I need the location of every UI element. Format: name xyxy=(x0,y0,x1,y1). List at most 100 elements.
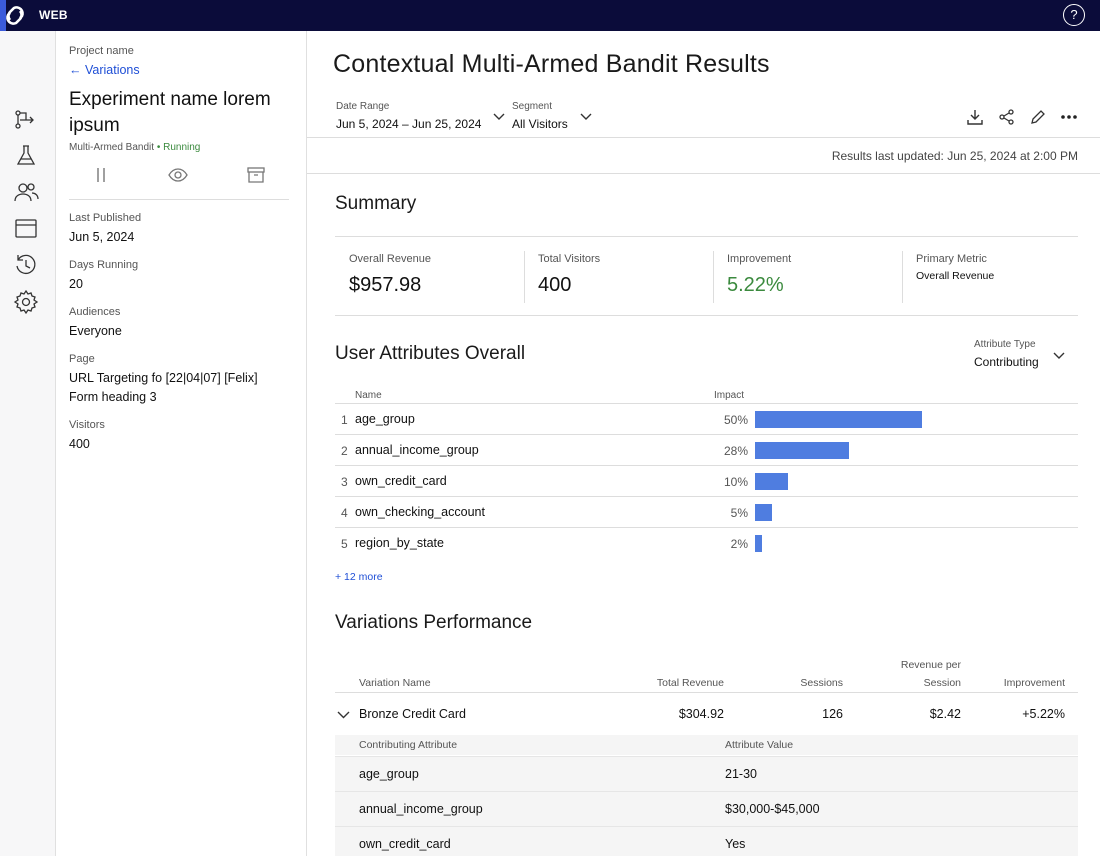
summary-card-visitors: Total Visitors 400 xyxy=(524,237,713,317)
chevron-down-icon[interactable] xyxy=(580,113,592,121)
card-divider xyxy=(902,251,903,303)
history-icon[interactable] xyxy=(13,252,39,278)
users-icon[interactable] xyxy=(13,179,39,205)
card-value: 400 xyxy=(538,274,572,296)
segment-select[interactable]: All Visitors xyxy=(512,117,568,131)
main-content: Contextual Multi-Armed Bandit Results Da… xyxy=(307,31,1100,856)
attribute-name: own_credit_card xyxy=(359,837,451,851)
attribute-impact-label: 10% xyxy=(723,475,748,489)
impact-bar xyxy=(755,442,849,459)
table-row[interactable]: 5 region_by_state 2% xyxy=(335,527,1078,558)
audiences-value: Everyone xyxy=(69,324,122,338)
card-divider xyxy=(524,251,525,303)
share-icon[interactable] xyxy=(998,108,1016,126)
card-label: Improvement xyxy=(727,253,792,265)
last-published-value: Jun 5, 2024 xyxy=(69,230,135,244)
window-icon[interactable] xyxy=(13,216,39,242)
attribute-name: age_group xyxy=(359,767,419,781)
column-header-total-revenue: Total Revenue xyxy=(656,677,724,689)
attribute-type-label: Attribute Type xyxy=(974,339,1036,350)
attribute-value: Yes xyxy=(725,837,746,851)
attribute-name: annual_income_group xyxy=(359,802,483,816)
experiment-type: Multi-Armed Bandit • Running xyxy=(69,142,201,153)
chevron-down-icon[interactable] xyxy=(493,113,505,121)
card-label: Total Visitors xyxy=(538,253,601,265)
variation-rps: $2.42 xyxy=(929,707,961,721)
logo-icon[interactable] xyxy=(0,0,30,31)
table-row[interactable]: 1 age_group 50% xyxy=(335,403,1078,434)
icon-rail xyxy=(0,31,56,856)
attribute-name: own_credit_card xyxy=(355,474,447,488)
gear-icon[interactable] xyxy=(13,289,39,315)
attribute-rank: 2 xyxy=(341,444,348,458)
date-range-select[interactable]: Jun 5, 2024 – Jun 25, 2024 xyxy=(336,117,482,131)
attribute-value: $30,000-$45,000 xyxy=(725,802,820,816)
column-header-name: Name xyxy=(355,390,382,401)
attribute-impact-label: 28% xyxy=(723,444,748,458)
user-attributes-title: User Attributes Overall xyxy=(335,343,526,364)
flask-icon[interactable] xyxy=(13,143,39,169)
visitors-label: Visitors xyxy=(69,419,105,431)
flow-icon[interactable] xyxy=(13,107,39,133)
date-range-label: Date Range xyxy=(336,101,390,112)
summary-card-revenue: Overall Revenue $957.98 xyxy=(335,237,524,317)
divider xyxy=(307,137,1100,138)
column-header-impact: Impact xyxy=(714,390,745,401)
pause-icon[interactable] xyxy=(90,165,112,185)
card-label: Overall Revenue xyxy=(349,253,431,265)
summary-title: Summary xyxy=(335,193,417,214)
experiment-type-label: Multi-Armed Bandit xyxy=(69,142,155,153)
table-row[interactable]: 4 own_checking_account 5% xyxy=(335,496,1078,527)
list-item: annual_income_group $30,000-$45,000 xyxy=(335,791,1078,826)
divider xyxy=(69,199,289,200)
audiences-label: Audiences xyxy=(69,306,121,318)
variation-improvement: +5.22% xyxy=(1022,707,1065,721)
impact-bar xyxy=(755,535,762,552)
column-header-sessions: Sessions xyxy=(800,677,843,689)
column-header-variation-name: Variation Name xyxy=(359,677,431,689)
edit-icon[interactable] xyxy=(1029,108,1047,126)
days-running-label: Days Running xyxy=(69,259,139,271)
summary-cards: Overall Revenue $957.98 Total Visitors 4… xyxy=(335,236,1078,316)
impact-bar xyxy=(755,473,788,490)
chevron-down-icon[interactable] xyxy=(337,711,350,719)
attribute-rank: 5 xyxy=(341,537,348,551)
last-updated-text: Results last updated: Jun 25, 2024 at 2:… xyxy=(831,149,1078,163)
summary-card-improvement: Improvement 5.22% xyxy=(713,237,902,317)
attribute-impact-label: 5% xyxy=(730,506,748,520)
column-header-contributing-attribute: Contributing Attribute xyxy=(359,739,458,751)
eye-icon[interactable] xyxy=(167,165,189,185)
chevron-down-icon[interactable] xyxy=(1053,352,1065,360)
card-value: 5.22% xyxy=(727,274,784,296)
attribute-name: region_by_state xyxy=(355,536,444,550)
table-row[interactable]: 3 own_credit_card 10% xyxy=(335,465,1078,496)
show-more-link[interactable]: + 12 more xyxy=(335,571,383,583)
visitors-value: 400 xyxy=(69,437,90,451)
attribute-rank: 1 xyxy=(341,413,348,427)
table-row[interactable]: Bronze Credit Card $304.92 126 $2.42 +5.… xyxy=(335,692,1078,733)
variations-title: Variations Performance xyxy=(335,612,533,633)
last-published-label: Last Published xyxy=(69,212,142,224)
column-header-improvement: Improvement xyxy=(1003,677,1065,689)
app-label: WEB xyxy=(39,8,68,22)
list-item: age_group 21-30 xyxy=(335,756,1078,791)
list-item: own_credit_card Yes xyxy=(335,826,1078,856)
card-value: $957.98 xyxy=(349,274,422,296)
column-header-rps-line1: Revenue per xyxy=(900,659,961,671)
attribute-type-select[interactable]: Contributing xyxy=(974,355,1039,369)
segment-label: Segment xyxy=(512,101,553,112)
impact-bar xyxy=(755,504,772,521)
more-icon[interactable] xyxy=(1060,108,1078,126)
summary-card-primary-metric: Primary Metric Overall Revenue xyxy=(902,237,1078,317)
attribute-rank: 3 xyxy=(341,475,348,489)
back-to-variations-link[interactable]: ← Variations xyxy=(69,63,140,77)
days-running-value: 20 xyxy=(69,277,83,291)
download-icon[interactable] xyxy=(966,108,984,126)
attribute-name: age_group xyxy=(355,412,415,426)
table-row[interactable]: 2 annual_income_group 28% xyxy=(335,434,1078,465)
archive-icon[interactable] xyxy=(245,165,267,185)
help-icon[interactable]: ? xyxy=(1063,4,1085,26)
column-header-rps-line2: Session xyxy=(923,677,961,689)
attribute-name: own_checking_account xyxy=(355,505,485,519)
status-badge: Running xyxy=(163,142,201,153)
